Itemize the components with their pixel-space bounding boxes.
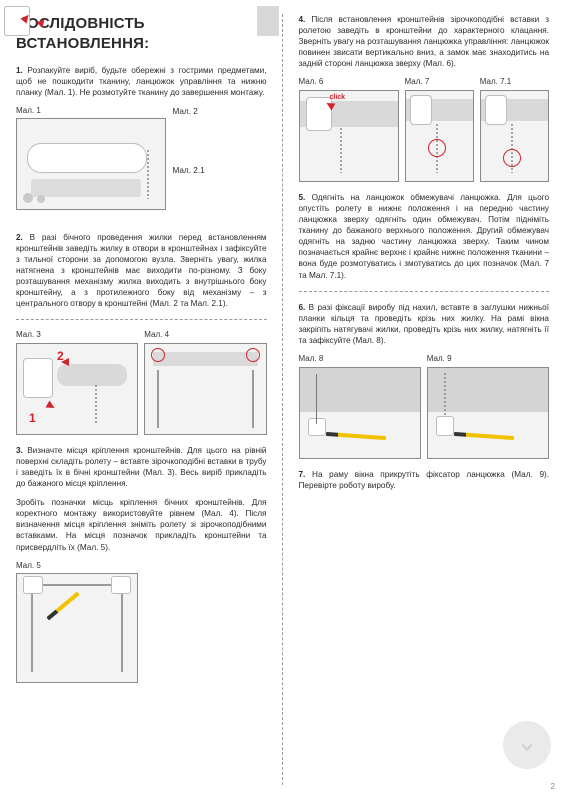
fig-row-3-4: Мал. 3 1 2 Мал. 4 bbox=[16, 330, 267, 435]
left-column: ПОСЛІДОВНІСТЬ ВСТАНОВЛЕННЯ: 1. Розпакуйт… bbox=[0, 0, 283, 799]
step-5-body: Одягніть на ланцюжок обмежувачі ланцюжка… bbox=[299, 193, 550, 279]
fig71-box bbox=[480, 90, 549, 182]
left-hdivider bbox=[16, 319, 267, 320]
step-3b-text: Зробіть позначки місць кріплення бічних … bbox=[16, 497, 267, 552]
fig5-label: Мал. 5 bbox=[16, 561, 138, 572]
step-6-body: В разі фіксації виробу під нахил, вставт… bbox=[299, 303, 550, 345]
fig6-label: Мал. 6 bbox=[299, 77, 399, 88]
fig3-box: 1 2 bbox=[16, 343, 138, 435]
step-3a-text: 3. Визначте місця кріплення кронштейнів.… bbox=[16, 445, 267, 489]
page-number: 2 bbox=[551, 782, 555, 793]
step-1-text: 1. Розпакуйте виріб, будьте обережні з г… bbox=[16, 65, 267, 98]
fig21-box bbox=[172, 178, 266, 222]
fig3-label: Мал. 3 bbox=[16, 330, 138, 341]
fig6-box: click bbox=[299, 90, 399, 182]
watermark-icon bbox=[503, 721, 551, 769]
fig71-label: Мал. 7.1 bbox=[480, 77, 549, 88]
step-1-body: Розпакуйте виріб, будьте обережні з гост… bbox=[16, 66, 267, 97]
fig9-box bbox=[427, 367, 549, 459]
fig9-label: Мал. 9 bbox=[427, 354, 549, 365]
step-7-body: На раму вікна прикрутіть фіксатор ланцюж… bbox=[299, 470, 550, 490]
step-5-text: 5. Одягніть на ланцюжок обмежувачі ланцю… bbox=[299, 192, 550, 281]
right-hdivider bbox=[299, 291, 550, 292]
step-3a-body: Визначте місця кріплення кронштейнів. Дл… bbox=[16, 446, 267, 488]
step-2-text: 2. В разі бічного проведення жилки перед… bbox=[16, 232, 267, 309]
fig5-box bbox=[16, 573, 138, 683]
fig7-box bbox=[405, 90, 474, 182]
right-column: 4. Після встановлення кронштейнів зірочк… bbox=[283, 0, 565, 799]
fig4-box bbox=[144, 343, 266, 435]
step-6-text: 6. В разі фіксації виробу під нахил, вст… bbox=[299, 302, 550, 346]
fig4-label: Мал. 4 bbox=[144, 330, 266, 341]
fig2-box bbox=[172, 119, 266, 163]
step-2-body: В разі бічного проведення жилки перед вс… bbox=[16, 233, 267, 308]
fig3-num1: 1 bbox=[29, 410, 36, 426]
step-7-text: 7. На раму вікна прикрутіть фіксатор лан… bbox=[299, 469, 550, 491]
fig-row-6-7: Мал. 6 click Мал. 7 Ма bbox=[299, 77, 550, 182]
fig-row-1-2: Мал. 1 Мал. 2 Мал. 2.1 bbox=[16, 106, 267, 222]
fig8-label: Мал. 8 bbox=[299, 354, 421, 365]
fig7-label: Мал. 7 bbox=[405, 77, 474, 88]
page-title: ПОСЛІДОВНІСТЬ ВСТАНОВЛЕННЯ: bbox=[16, 14, 267, 55]
fig1-label: Мал. 1 bbox=[16, 106, 166, 117]
step-4-text: 4. Після встановлення кронштейнів зірочк… bbox=[299, 14, 550, 69]
fig21-label: Мал. 2.1 bbox=[172, 165, 266, 176]
step-4-body: Після встановлення кронштейнів зірочкопо… bbox=[299, 15, 550, 68]
fig8-box bbox=[299, 367, 421, 459]
fig1-box bbox=[16, 118, 166, 210]
fig-row-8-9: Мал. 8 Мал. 9 bbox=[299, 354, 550, 459]
fig-row-5: Мал. 5 bbox=[16, 561, 267, 684]
fig2-label: Мал. 2 bbox=[172, 106, 266, 117]
